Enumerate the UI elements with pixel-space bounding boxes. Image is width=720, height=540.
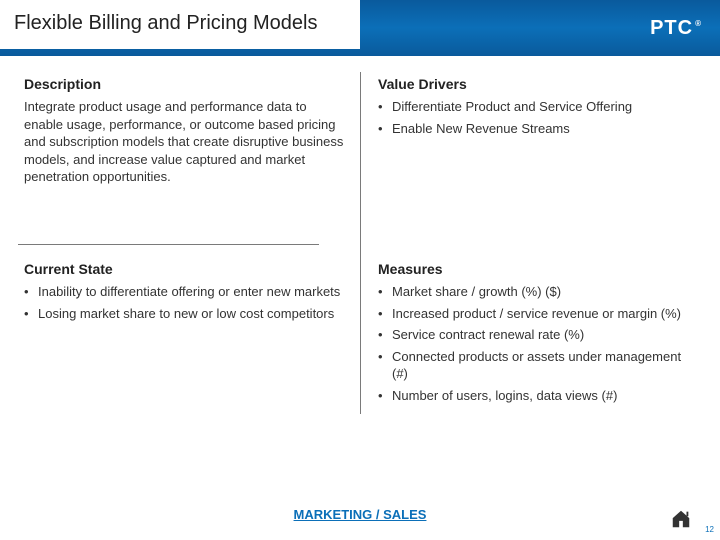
horizontal-divider — [18, 244, 319, 245]
ptc-logo: PTC ® — [650, 17, 702, 40]
measures-heading: Measures — [378, 261, 696, 277]
logo-registered: ® — [695, 19, 702, 28]
footer-link[interactable]: MARKETING / SALES — [0, 507, 720, 522]
list-item: Enable New Revenue Streams — [378, 120, 696, 138]
list-item: Connected products or assets under manag… — [378, 348, 696, 383]
list-item: Number of users, logins, data views (#) — [378, 387, 696, 405]
list-item: Market share / growth (%) ($) — [378, 283, 696, 301]
logo-text: PTC — [650, 17, 693, 40]
home-icon[interactable] — [670, 508, 692, 530]
list-item: Service contract renewal rate (%) — [378, 326, 696, 344]
current-state-list: Inability to differentiate offering or e… — [24, 283, 346, 322]
content-grid: Description Integrate product usage and … — [0, 56, 720, 422]
value-drivers-cell: Value Drivers Differentiate Product and … — [360, 70, 702, 240]
current-state-heading: Current State — [24, 261, 346, 277]
description-body: Integrate product usage and performance … — [24, 98, 346, 186]
header-bar: Flexible Billing and Pricing Models PTC … — [0, 0, 720, 56]
measures-cell: Measures Market share / growth (%) ($) I… — [360, 255, 702, 422]
list-item: Differentiate Product and Service Offeri… — [378, 98, 696, 116]
list-item: Losing market share to new or low cost c… — [24, 305, 346, 323]
measures-list: Market share / growth (%) ($) Increased … — [378, 283, 696, 404]
page-title: Flexible Billing and Pricing Models — [0, 0, 360, 49]
page-number: 12 — [705, 525, 714, 534]
description-cell: Description Integrate product usage and … — [18, 70, 360, 240]
description-heading: Description — [24, 76, 346, 92]
list-item: Inability to differentiate offering or e… — [24, 283, 346, 301]
vertical-divider — [360, 72, 361, 414]
list-item: Increased product / service revenue or m… — [378, 305, 696, 323]
current-state-cell: Current State Inability to differentiate… — [18, 255, 360, 422]
value-drivers-list: Differentiate Product and Service Offeri… — [378, 98, 696, 137]
value-drivers-heading: Value Drivers — [378, 76, 696, 92]
